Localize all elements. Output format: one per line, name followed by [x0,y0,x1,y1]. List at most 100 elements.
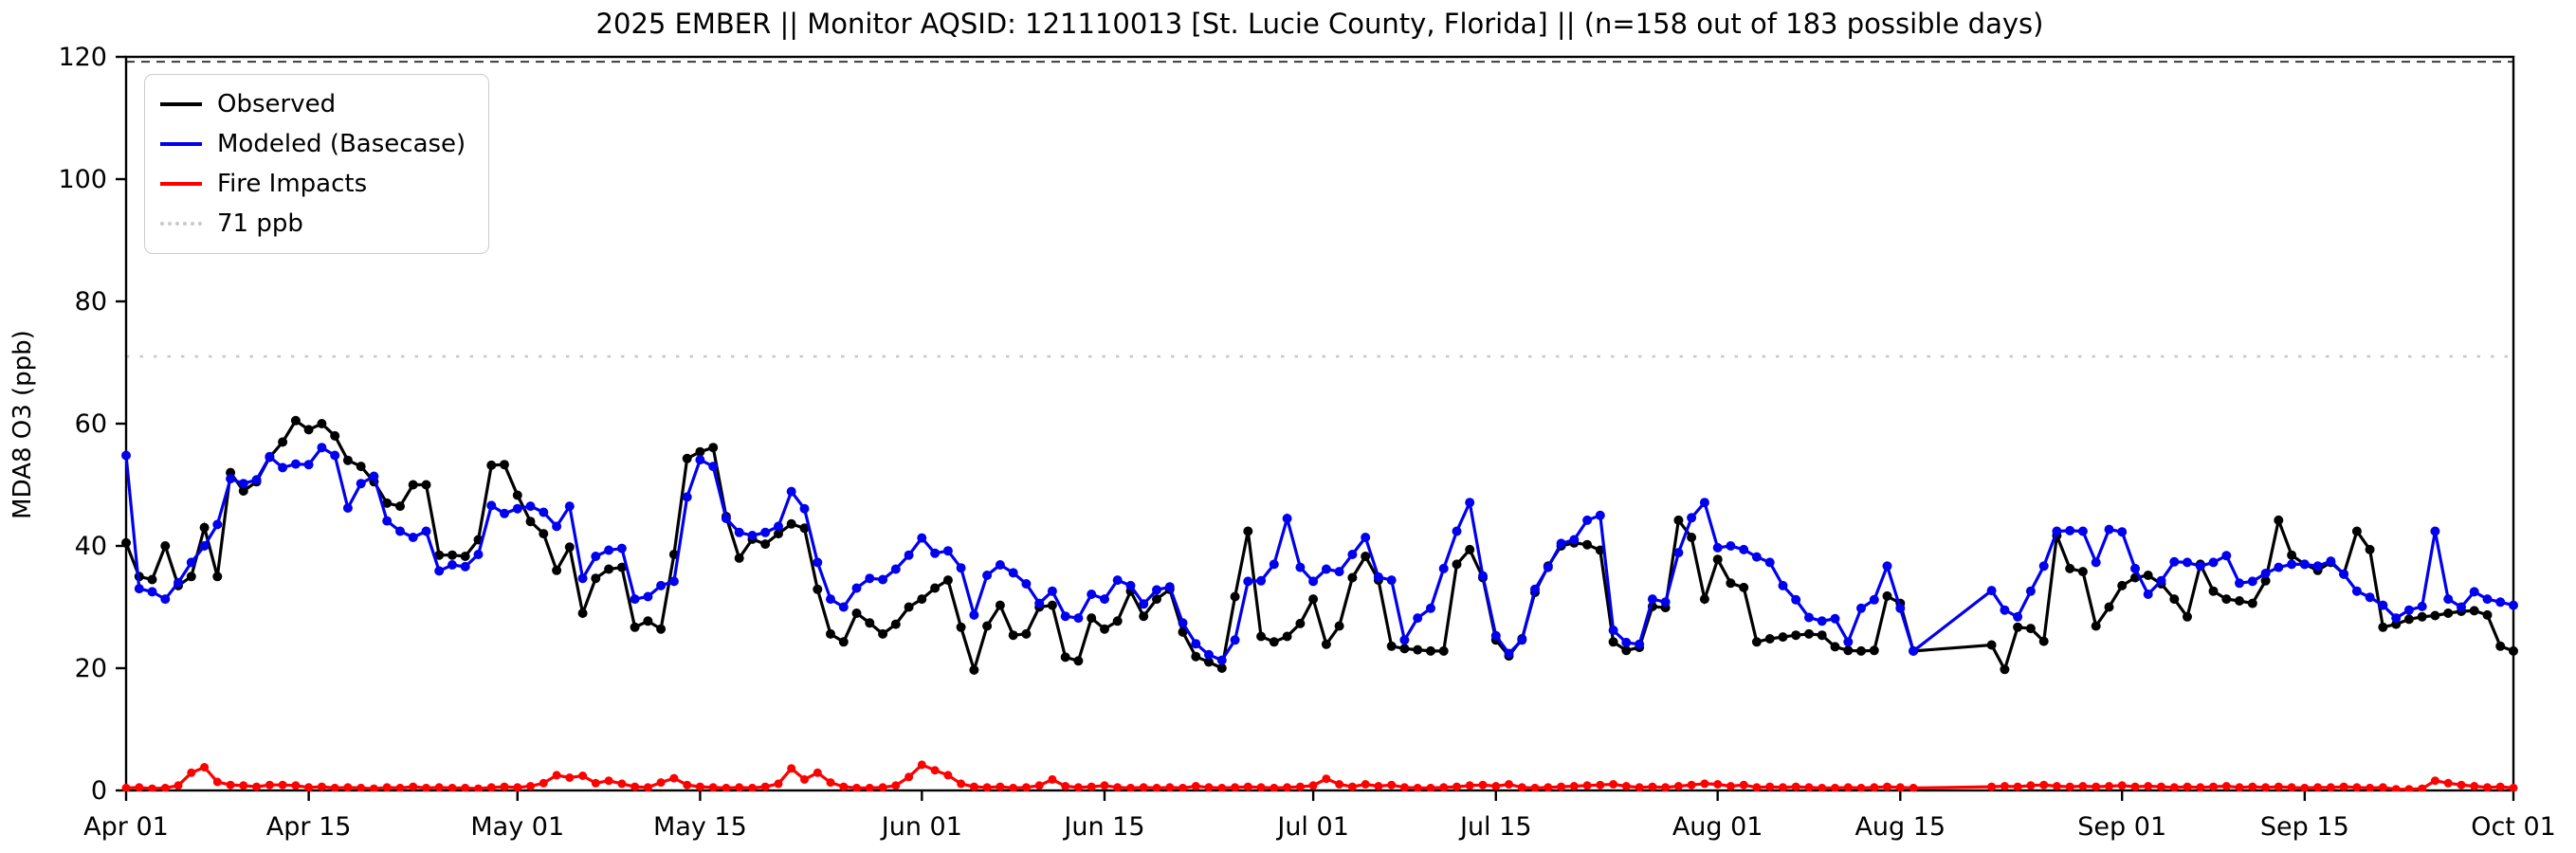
marker [656,778,666,788]
marker [982,621,993,631]
marker [2052,526,2062,536]
legend-label: Observed [217,90,337,118]
x-tick-label: Jul 01 [1275,812,1349,842]
marker [1517,635,1527,645]
marker [160,541,171,551]
marker [1438,563,1449,573]
marker [1817,630,1827,641]
marker [2105,782,2113,790]
marker [265,780,274,789]
marker [1882,590,1892,601]
marker [2482,594,2493,605]
marker [1465,781,1474,790]
marker [1647,594,1657,605]
marker [251,475,262,485]
marker [395,501,405,512]
marker [2208,586,2219,596]
marker [1452,782,1461,791]
marker [2378,622,2388,632]
marker [2000,605,2010,615]
marker [995,560,1005,570]
marker [356,462,366,472]
marker [1399,783,1409,791]
marker [382,498,393,508]
y-tick-label: 0 [91,776,107,806]
marker [2404,785,2414,791]
marker [760,782,770,791]
marker [1582,539,1593,550]
marker [2351,586,2362,596]
marker [786,518,796,529]
marker [577,573,588,584]
marker [342,503,353,513]
line-observed [124,418,2514,676]
marker [552,521,562,532]
marker [1282,631,1292,642]
marker [474,784,483,791]
marker [630,782,640,791]
marker [1399,644,1410,654]
marker [1673,782,1683,790]
marker [226,780,235,789]
marker [1739,544,1749,554]
marker [2509,645,2518,656]
marker [1139,611,1149,622]
marker [2248,782,2257,791]
marker [878,574,888,585]
marker [1726,782,1735,790]
marker [2000,782,2009,790]
marker [656,624,667,634]
marker [539,507,549,517]
marker [1217,783,1227,791]
marker [1452,559,1462,570]
marker [2443,778,2453,788]
marker [2013,611,2023,622]
marker [1517,783,1526,791]
marker [2208,557,2219,568]
marker [304,783,314,791]
marker [1334,567,1344,577]
marker [369,471,379,481]
y-tick-label: 40 [75,532,107,561]
legend-item-modeled: Modeled (Basecase) [160,124,466,164]
x-tick-label: Sep 15 [2260,812,2349,842]
marker [1125,580,1136,590]
marker [1230,635,1240,645]
marker [1387,780,1397,789]
marker [2038,561,2049,572]
marker [2117,527,2128,537]
observed-line-swatch [160,102,202,106]
marker [1765,782,1775,791]
marker [2365,592,2375,603]
marker [121,537,131,548]
x-tick-label: Apr 01 [83,812,169,842]
marker [747,531,758,540]
marker [826,628,835,639]
marker [1504,648,1514,659]
marker [617,779,627,789]
legend-item-threshold: 71 ppb [160,204,466,244]
marker [408,480,418,490]
marker [1726,541,1736,551]
marker [1764,634,1775,644]
marker [1791,782,1800,791]
marker [148,784,156,791]
marker [239,781,248,790]
marker [199,522,210,533]
marker [135,783,144,791]
marker [212,519,223,530]
marker [1347,550,1358,559]
marker [969,609,979,620]
marker [265,451,275,462]
marker [942,575,953,586]
marker [1869,594,1879,605]
marker [330,783,339,791]
marker [317,782,326,791]
marker [421,526,431,536]
marker [1713,780,1723,789]
marker [200,763,210,771]
marker [774,521,783,532]
marker [1608,637,1618,647]
marker [1791,594,1801,605]
marker [591,552,601,561]
